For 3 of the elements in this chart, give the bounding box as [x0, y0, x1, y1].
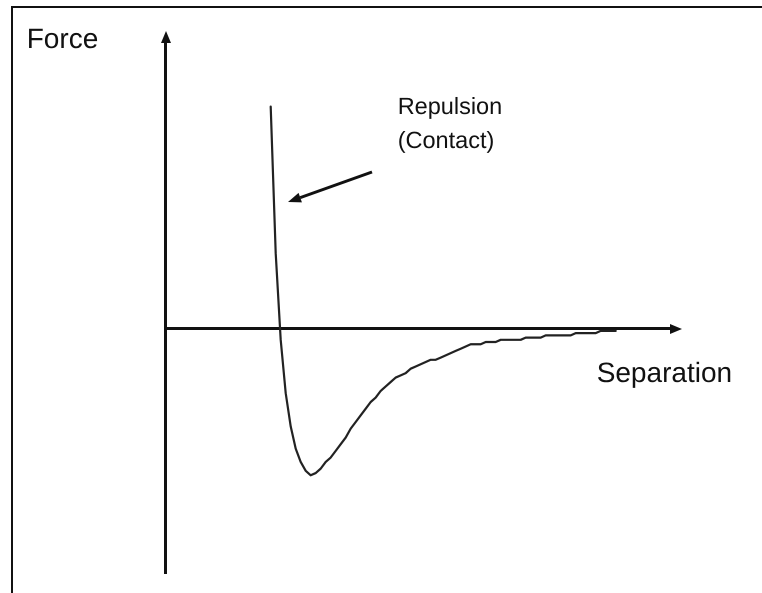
annotation: Repulsion (Contact) [398, 92, 504, 155]
x-axis-title: Separation [596, 356, 732, 389]
y-axis-title: Force [26, 23, 98, 56]
